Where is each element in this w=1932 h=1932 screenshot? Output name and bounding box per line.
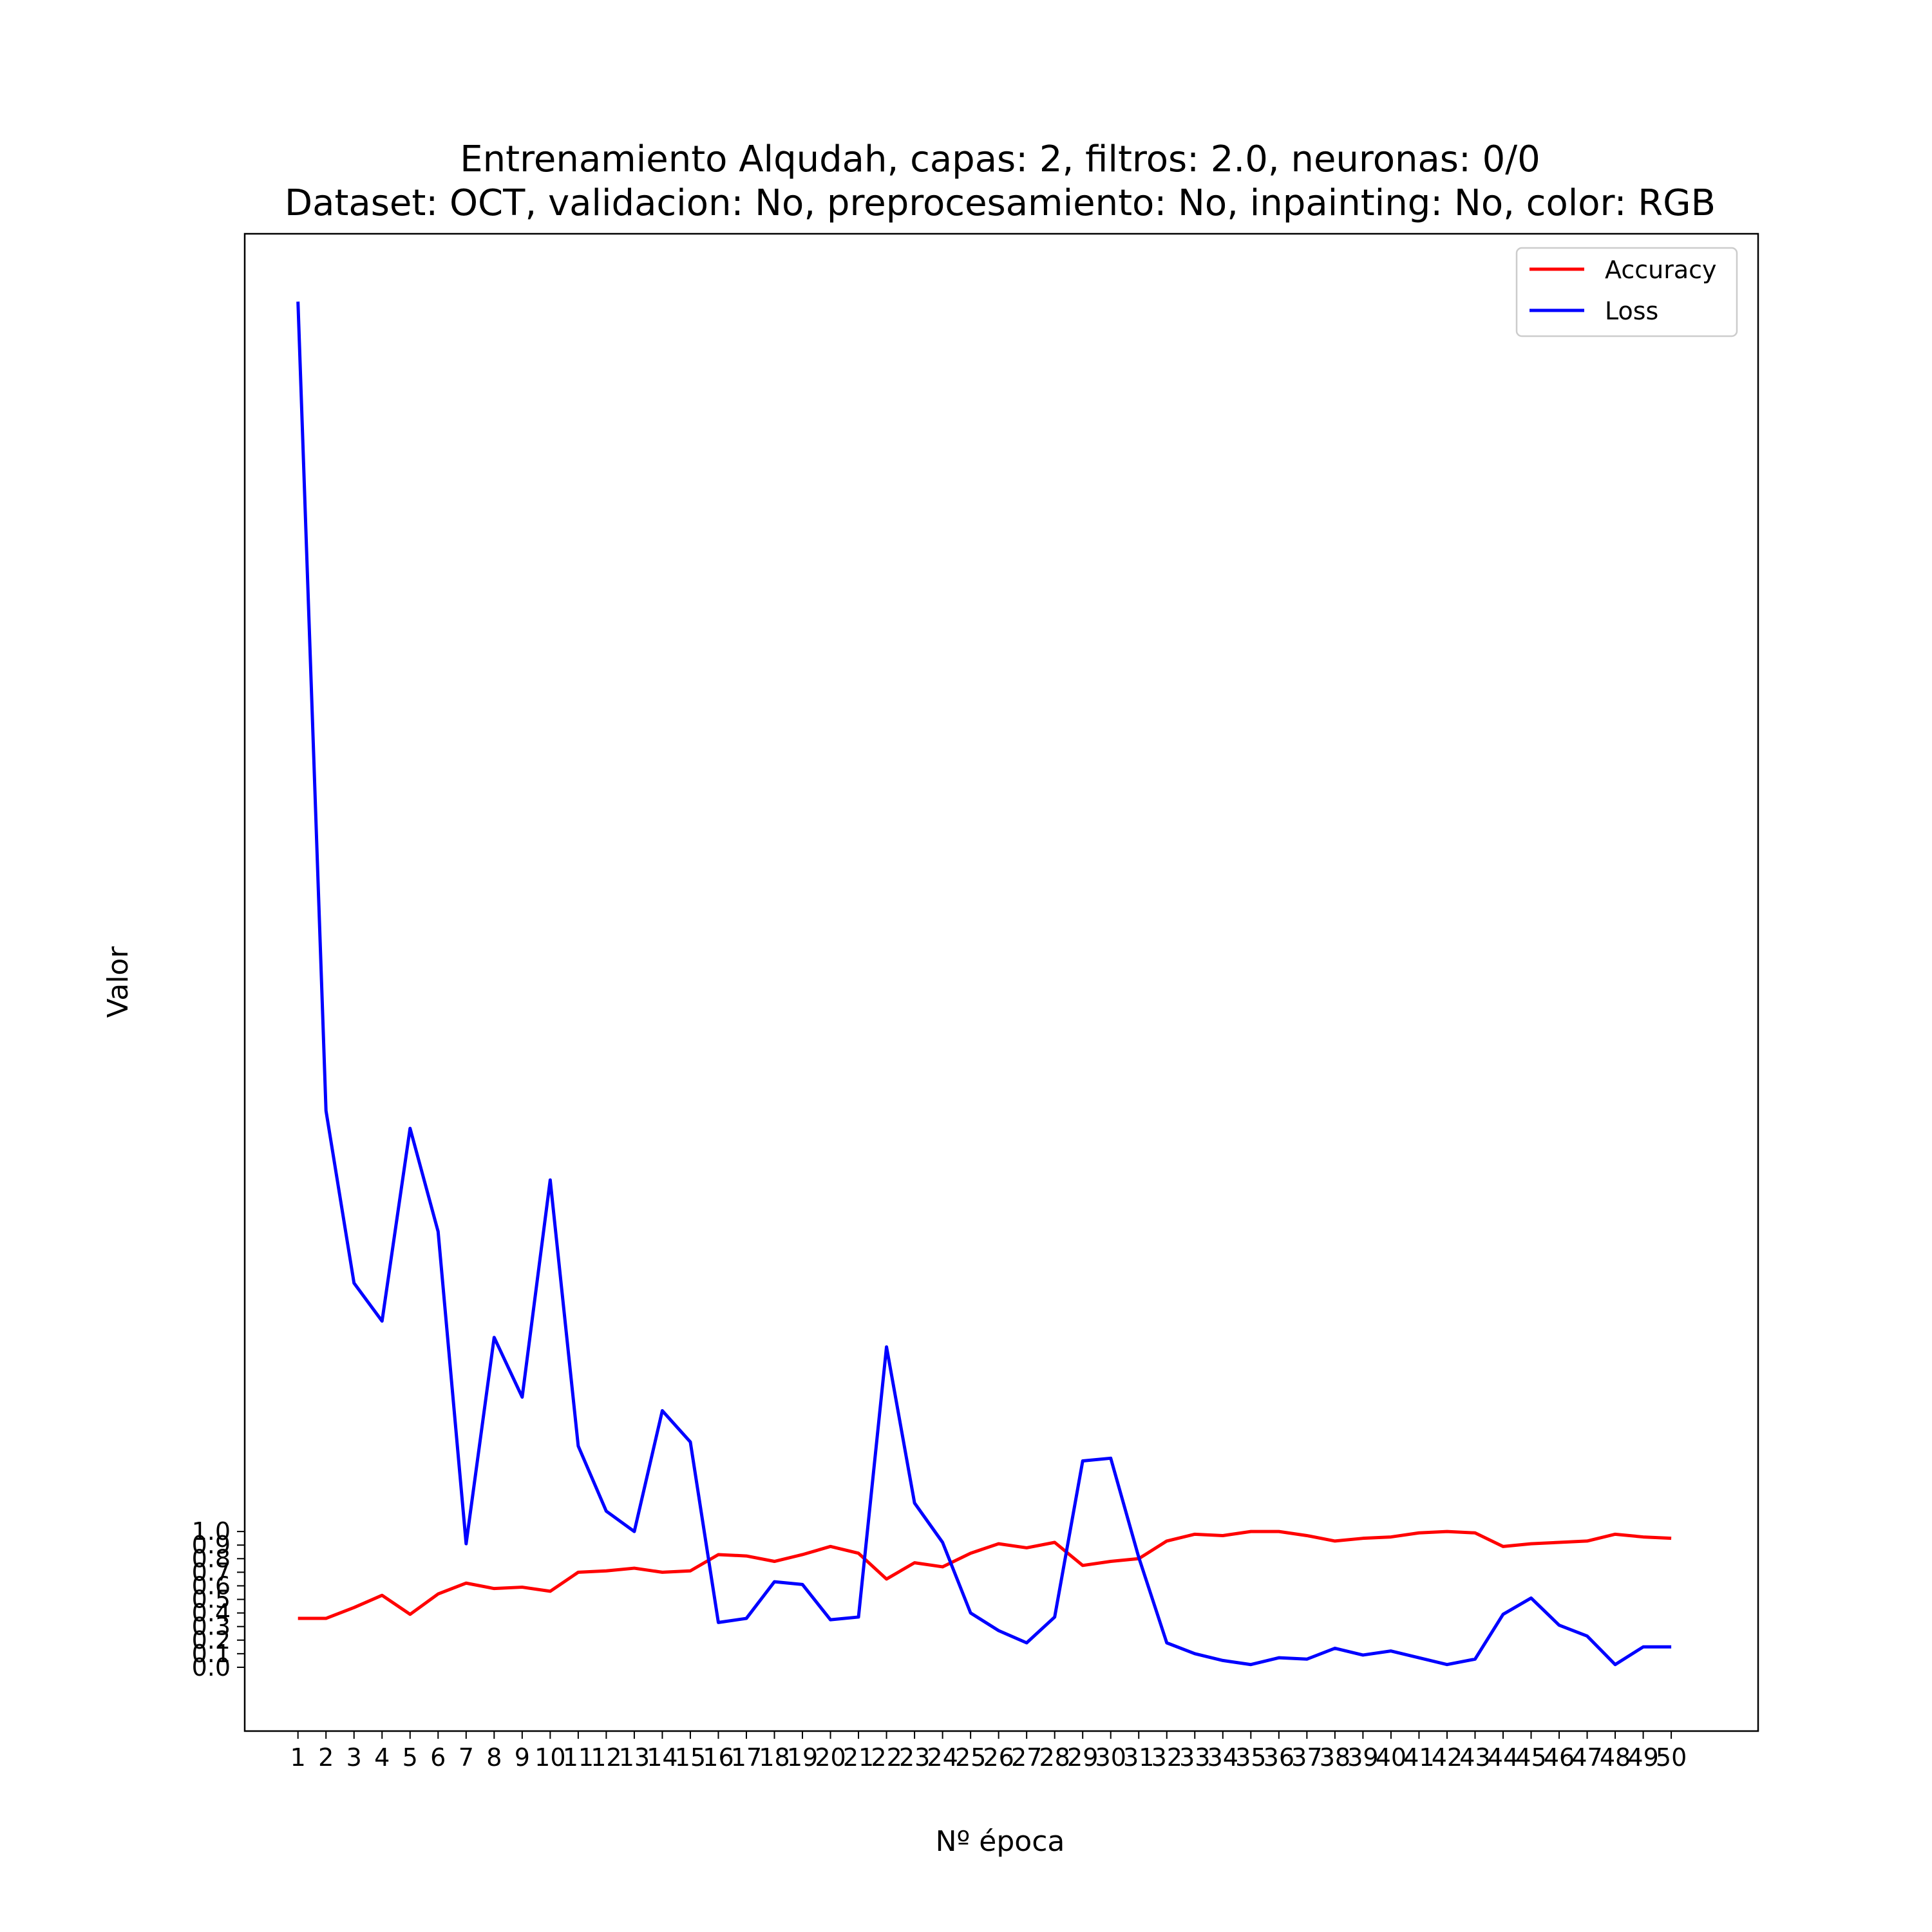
x-tick-label: 11 xyxy=(563,1743,594,1772)
x-tick-label: 39 xyxy=(1347,1743,1378,1772)
x-axis-label: Nº época xyxy=(936,1825,1065,1858)
x-tick-label: 24 xyxy=(927,1743,958,1772)
y-axis-label: Valor xyxy=(102,946,135,1018)
x-tick-label: 3 xyxy=(346,1743,362,1772)
x-tick-label: 46 xyxy=(1544,1743,1575,1772)
x-tick-label: 35 xyxy=(1235,1743,1266,1772)
y-tick-label: 0.0 xyxy=(192,1653,231,1681)
y-tick-label: 0.4 xyxy=(192,1599,231,1627)
x-tick-label: 25 xyxy=(955,1743,986,1772)
x-tick-label: 5 xyxy=(402,1743,418,1772)
x-tick-label: 1 xyxy=(290,1743,306,1772)
plot-area-frame xyxy=(243,232,1759,1732)
x-tick-label: 17 xyxy=(731,1743,762,1772)
x-tick-label: 32 xyxy=(1151,1743,1182,1772)
x-tick-label: 27 xyxy=(1011,1743,1042,1772)
x-tick-label: 37 xyxy=(1291,1743,1322,1772)
x-tick-label: 13 xyxy=(619,1743,650,1772)
y-tick-label: 0.6 xyxy=(192,1571,231,1600)
x-tick-label: 15 xyxy=(675,1743,706,1772)
series-line-loss xyxy=(296,301,1672,1667)
x-tick-label: 41 xyxy=(1403,1743,1434,1772)
x-tick-label: 18 xyxy=(759,1743,790,1772)
x-tick-label: 47 xyxy=(1571,1743,1602,1772)
x-tick-label: 38 xyxy=(1320,1743,1350,1772)
x-tick-label: 23 xyxy=(899,1743,930,1772)
x-tick-label: 43 xyxy=(1459,1743,1490,1772)
y-tick-label: 0.9 xyxy=(192,1531,231,1559)
legend-label-loss: Loss xyxy=(1605,297,1658,325)
y-tick-label: 0.7 xyxy=(192,1558,231,1586)
x-tick-label: 21 xyxy=(843,1743,874,1772)
x-tick-label: 29 xyxy=(1067,1743,1098,1772)
x-tick-label: 8 xyxy=(486,1743,502,1772)
x-tick-label: 9 xyxy=(515,1743,530,1772)
legend-label-accuracy: Accuracy xyxy=(1605,256,1717,284)
y-tick-label: 1.0 xyxy=(192,1517,231,1546)
x-tick-label: 44 xyxy=(1488,1743,1519,1772)
x-tick-label: 4 xyxy=(374,1743,390,1772)
x-tick-label: 16 xyxy=(703,1743,734,1772)
x-tick-label: 10 xyxy=(535,1743,565,1772)
x-tick-label: 50 xyxy=(1656,1743,1687,1772)
chart-subtitle: Dataset: OCT, validacion: No, preprocesa… xyxy=(285,182,1716,224)
x-tick-label: 20 xyxy=(815,1743,846,1772)
x-tick-label: 19 xyxy=(787,1743,818,1772)
x-tick-label: 12 xyxy=(591,1743,621,1772)
x-tick-label: 26 xyxy=(983,1743,1014,1772)
x-tick-label: 6 xyxy=(430,1743,446,1772)
x-tick-label: 34 xyxy=(1208,1743,1238,1772)
x-tick-label: 22 xyxy=(871,1743,902,1772)
legend: Accuracy Loss xyxy=(1515,247,1738,337)
x-tick-label: 42 xyxy=(1432,1743,1463,1772)
x-ticks: 1 2 3 4 5 6 7 8 9 1011121314151617181920212223242… xyxy=(290,1731,1687,1772)
x-tick-label: 48 xyxy=(1600,1743,1631,1772)
x-tick-label: 7 xyxy=(459,1743,474,1772)
y-tick-label: 0.8 xyxy=(192,1544,231,1573)
x-tick-label: 14 xyxy=(647,1743,677,1772)
x-tick-label: 49 xyxy=(1627,1743,1658,1772)
x-tick-label: 40 xyxy=(1376,1743,1406,1772)
x-tick-label: 28 xyxy=(1039,1743,1070,1772)
series-lines xyxy=(296,301,1672,1667)
series-line-accuracy xyxy=(298,1530,1672,1620)
x-tick-label: 2 xyxy=(318,1743,334,1772)
y-tick-label: 0.5 xyxy=(192,1586,231,1614)
x-tick-label: 33 xyxy=(1179,1743,1210,1772)
y-tick-label: 0.2 xyxy=(192,1626,231,1654)
y-ticks: 0.00.10.20.30.40.50.60.70.80.91.0 xyxy=(192,1517,245,1681)
chart-title: Entrenamiento Alqudah, capas: 2, filtros… xyxy=(460,138,1540,180)
y-tick-label: 0.3 xyxy=(192,1613,231,1641)
y-tick-label: 0.1 xyxy=(192,1640,231,1668)
x-tick-label: 31 xyxy=(1123,1743,1154,1772)
x-tick-label: 45 xyxy=(1515,1743,1546,1772)
x-tick-label: 36 xyxy=(1264,1743,1294,1772)
x-tick-label: 30 xyxy=(1095,1743,1126,1772)
